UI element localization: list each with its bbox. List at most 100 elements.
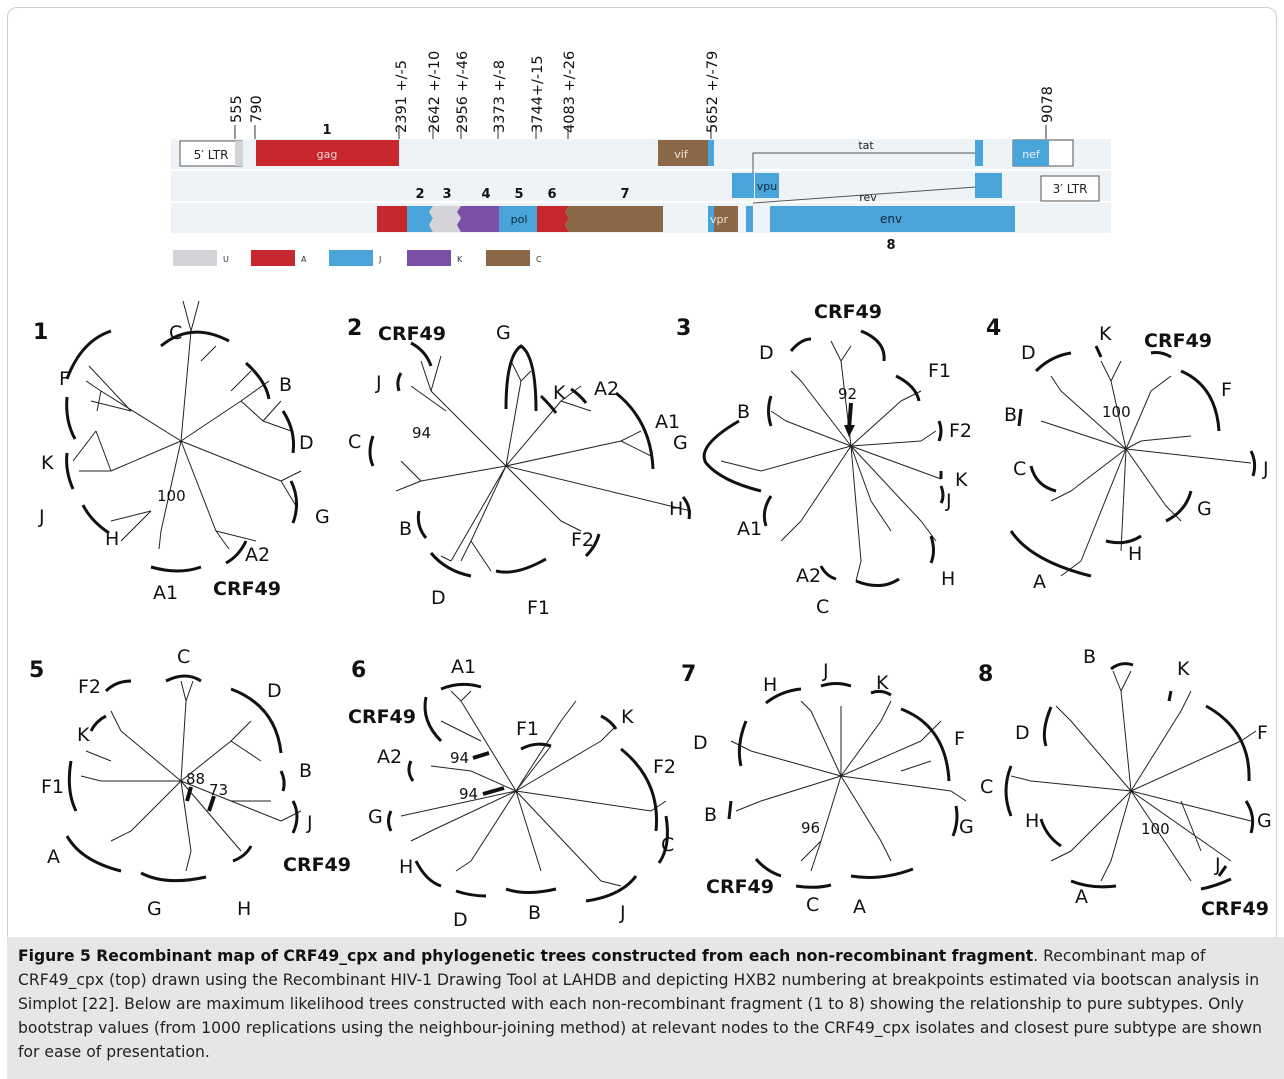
legend-swatch-k — [407, 250, 451, 266]
tree-6-label-9: D — [453, 909, 468, 931]
recombinant-map: 5′ LTR 3′ LTR gag vif nef tat vpu rev — [171, 51, 1111, 266]
tree-5-label-0: C — [177, 646, 190, 668]
bootstrap-2-a: 94 — [412, 424, 431, 442]
tree-5-label-4: B — [299, 760, 312, 782]
bootstrap-6-a: 94 — [450, 749, 469, 767]
tree-panel-5: 5 88 73 C F2 D K B F1 — [29, 646, 351, 920]
gag-label: gag — [317, 148, 338, 161]
panel-number-8: 8 — [978, 662, 993, 687]
tree-2-label-7: F2 — [571, 529, 594, 551]
breakpoint-2391: 2391 +/-5 — [394, 60, 410, 133]
bootstrap-4-a: 100 — [1102, 403, 1131, 421]
tree-2-label-10: B — [399, 518, 412, 540]
tree-8-label-8: A — [1075, 886, 1088, 908]
tree-2-label-8: F1 — [527, 597, 550, 619]
tree-8-label-6: H — [1025, 810, 1039, 832]
tree-7-label-2: K — [876, 672, 889, 694]
tree-1-label-9: K — [41, 452, 54, 474]
tree-7-label-4: F — [954, 728, 965, 750]
tree-5-clade-arcs — [65, 674, 299, 883]
bootstrap-3-a: 92 — [838, 385, 857, 403]
tree-3-clade-arcs — [702, 329, 945, 587]
tree-5-label-2: D — [267, 680, 282, 702]
figure-graphic: 5′ LTR 3′ LTR gag vif nef tat vpu rev — [29, 51, 1272, 931]
tree-3-label-4: F2 — [949, 420, 972, 442]
tree-1-label-4: A2 — [245, 544, 270, 566]
rev-exon — [975, 173, 1002, 198]
panel-number-5: 5 — [29, 658, 44, 683]
tree-4-label-8: H — [1128, 543, 1142, 565]
panel-number-3: 3 — [676, 316, 691, 341]
panel-number-6: 6 — [351, 658, 366, 683]
nef-label: nef — [1022, 148, 1041, 161]
tree-4-label-6: C — [1013, 458, 1026, 480]
tree-2-label-0: CRF49 — [378, 323, 446, 345]
tree-6-label-1: CRF49 — [348, 706, 416, 728]
tree-panels: 1 100 C B D G A2 CRF49 A1 H J K F — [29, 300, 1272, 931]
legend-swatch-j — [329, 250, 373, 266]
tree-8-label-4: C — [980, 776, 993, 798]
vif-gene — [658, 140, 710, 166]
tree-7-label-7: CRF49 — [706, 876, 774, 898]
tree-3-branches — [720, 340, 942, 582]
tree-2-label-9: D — [431, 587, 446, 609]
legend-swatch-c — [486, 250, 530, 266]
tree-6-label-10: B — [528, 902, 541, 924]
tree-4-label-5: J — [1262, 458, 1269, 480]
pol-a-segment-1 — [377, 206, 409, 232]
tree-3-label-11: C — [816, 596, 829, 618]
tree-6-arrows — [472, 751, 505, 796]
tree-5-branches — [80, 680, 302, 872]
legend-swatch-a — [251, 250, 295, 266]
legend-label-a: A — [301, 255, 307, 264]
gag-gene — [256, 140, 399, 166]
tree-8-label-1: K — [1177, 658, 1190, 680]
pol-a-segment-6 — [537, 206, 569, 232]
fragment-number-7: 7 — [620, 187, 629, 202]
tree-2-label-1: J — [375, 372, 382, 394]
legend-swatch-u — [173, 250, 217, 266]
tree-8-branches — [1010, 670, 1257, 882]
pol-c-segment-7 — [565, 206, 663, 232]
breakpoint-2956: 2956 +/-46 — [455, 51, 471, 133]
pol-j-segment-2 — [407, 206, 433, 232]
figure-frame: 5′ LTR 3′ LTR gag vif nef tat vpu rev — [7, 7, 1277, 1073]
tree-3-label-9: H — [941, 568, 955, 590]
tree-6-label-0: A1 — [451, 656, 476, 678]
caption-title: Figure 5 Recombinant map of CRF49_cpx an… — [18, 947, 1034, 965]
tree-2-label-11: C — [348, 431, 361, 453]
tree-4-label-2: CRF49 — [1144, 330, 1212, 352]
tree-7-label-5: B — [704, 804, 717, 826]
tree-7-branches — [730, 700, 967, 872]
tree-panel-3: 3 92 CRF49 D F1 B F2 G K J A — [673, 301, 972, 618]
breakpoint-555: 555 — [229, 95, 245, 123]
tree-1-label-5: CRF49 — [213, 578, 281, 600]
tree-4-clade-arcs — [1009, 345, 1257, 578]
tree-5-arrows — [185, 786, 216, 812]
tree-6-label-4: A2 — [377, 746, 402, 768]
tree-3-label-7: J — [945, 490, 952, 512]
tree-1-branches — [72, 300, 302, 550]
tree-6-label-8: H — [399, 856, 413, 878]
tree-6-branches — [400, 690, 667, 887]
tree-7-label-3: D — [693, 732, 708, 754]
tree-8-label-2: D — [1015, 722, 1030, 744]
tree-5-label-7: CRF49 — [283, 854, 351, 876]
tree-1-label-2: D — [299, 432, 314, 454]
tree-1-label-7: H — [105, 528, 119, 550]
panel-number-2: 2 — [347, 316, 362, 341]
tree-8-label-0: B — [1083, 646, 1096, 668]
tree-2-label-2: G — [496, 322, 511, 344]
breakpoint-3744: 3744+/-15 — [530, 55, 546, 133]
tree-4-label-7: G — [1197, 498, 1212, 520]
tree-2-label-6: H — [669, 498, 683, 520]
subtype-legend: U A J K C — [173, 250, 542, 266]
tree-5-label-8: A — [47, 846, 60, 868]
tree-4-label-3: F — [1221, 379, 1232, 401]
panel-number-4: 4 — [986, 316, 1001, 341]
bootstrap-5-a: 88 — [186, 770, 205, 788]
tree-1-label-6: A1 — [153, 582, 178, 604]
env-label: env — [880, 212, 902, 226]
tree-4-label-9: A — [1033, 571, 1046, 593]
fragment-number-1: 1 — [322, 123, 331, 138]
